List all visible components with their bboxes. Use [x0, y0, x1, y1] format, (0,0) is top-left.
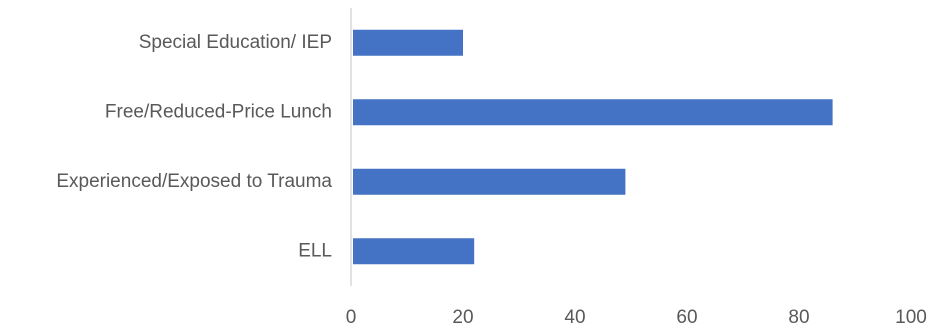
x-tick-label-40: 40 — [564, 307, 585, 328]
x-tick-label-80: 80 — [788, 307, 809, 328]
category-label-ell: ELL — [298, 240, 332, 261]
bar-ell — [353, 238, 475, 265]
x-tick-label-0: 0 — [346, 307, 357, 328]
x-tick-label-20: 20 — [452, 307, 473, 328]
bar-experienced-exposed-to-trauma — [353, 168, 626, 195]
category-label-experienced-exposed-to-trauma: Experienced/Exposed to Trauma — [56, 171, 332, 192]
category-label-special-education-iep: Special Education/ IEP — [139, 32, 332, 53]
bars — [353, 29, 833, 265]
x-tick-label-60: 60 — [676, 307, 697, 328]
bar-free-reduced-price-lunch — [353, 99, 833, 126]
x-tick-label-100: 100 — [895, 307, 927, 328]
category-labels: Special Education/ IEP Free/Reduced-Price… — [56, 32, 332, 262]
category-label-free-reduced-price-lunch: Free/Reduced-Price Lunch — [105, 101, 332, 122]
bar-special-education-iep — [353, 29, 463, 56]
x-tick-labels: 0 20 40 60 80 100 — [346, 307, 927, 328]
